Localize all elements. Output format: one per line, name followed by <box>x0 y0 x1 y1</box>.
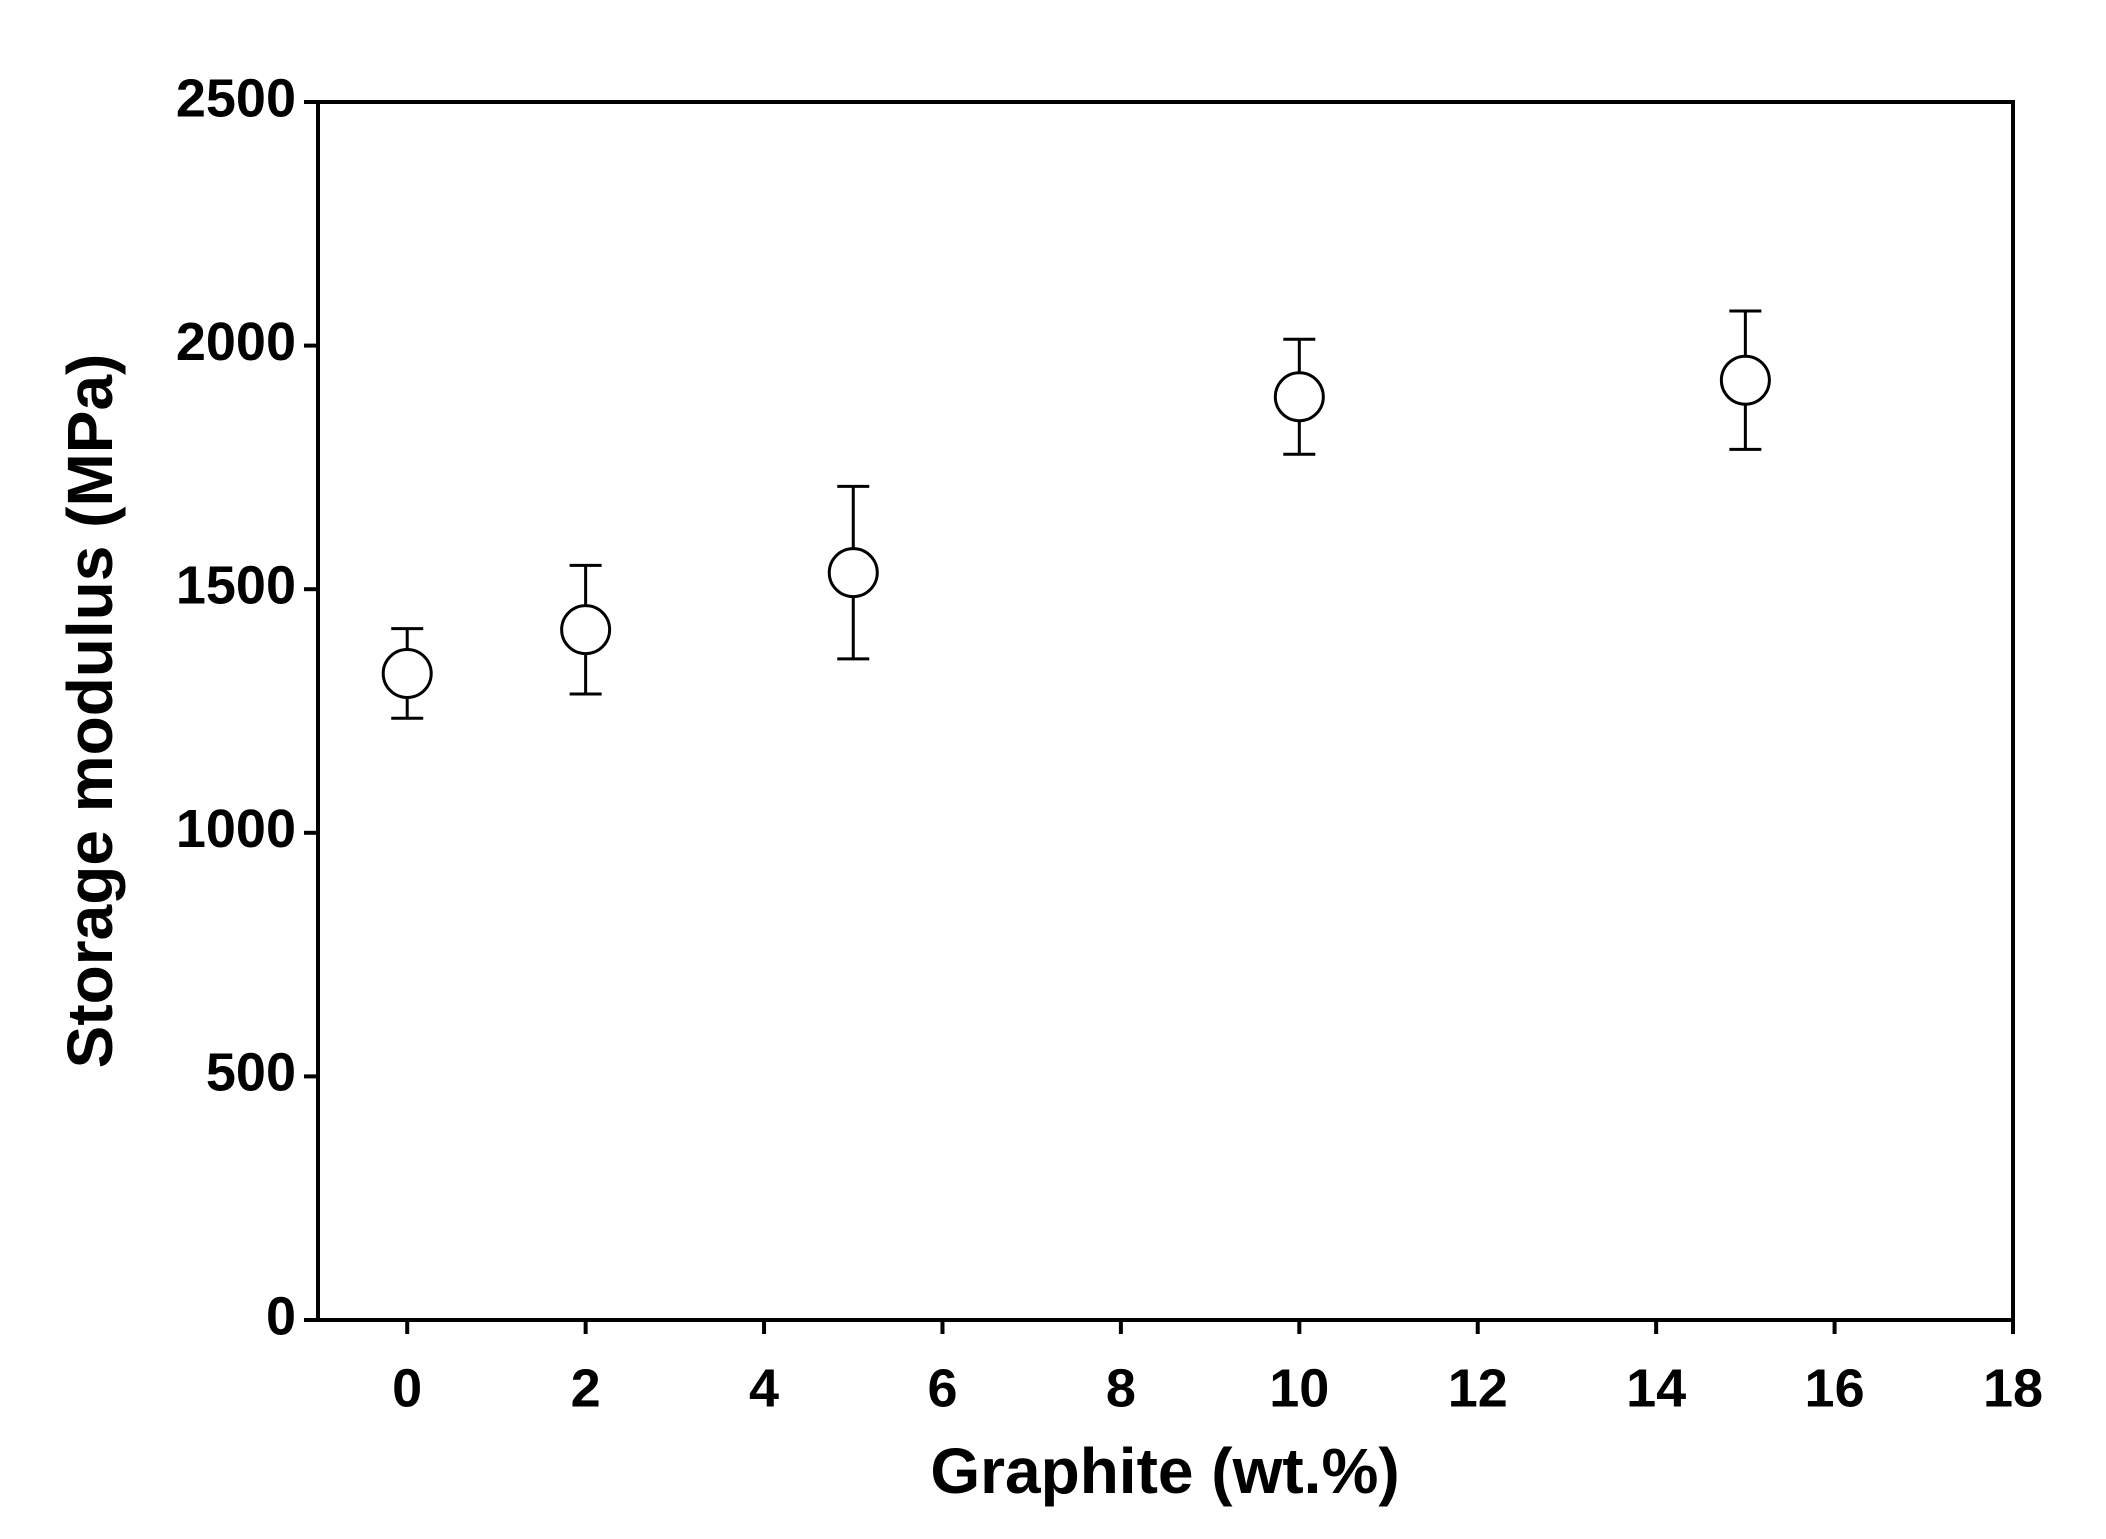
y-tick-label: 500 <box>206 1043 296 1103</box>
x-axis-label: Graphite (wt.%) <box>930 1435 1399 1507</box>
x-tick-label: 12 <box>1448 1358 1508 1418</box>
y-tick-label: 0 <box>266 1286 296 1346</box>
x-tick-label: 6 <box>927 1358 957 1418</box>
y-tick-label: 1000 <box>176 799 296 859</box>
plot-frame <box>316 100 2015 1322</box>
x-tick-label: 0 <box>392 1358 422 1418</box>
marker <box>381 647 433 699</box>
x-tick-label: 16 <box>1805 1358 1865 1418</box>
x-tick-label: 4 <box>749 1358 779 1418</box>
marker <box>1719 354 1771 406</box>
x-tick-label: 2 <box>571 1358 601 1418</box>
x-tick-label: 8 <box>1106 1358 1136 1418</box>
marker <box>560 604 612 656</box>
marker <box>1273 371 1325 423</box>
x-tick-label: 10 <box>1269 1358 1329 1418</box>
y-tick-label: 1500 <box>176 555 296 615</box>
y-tick-label: 2000 <box>176 312 296 372</box>
x-tick-label: 14 <box>1626 1358 1686 1418</box>
marker <box>827 547 879 599</box>
y-axis-label: Storage modulus (MPa) <box>54 354 126 1069</box>
x-tick-label: 18 <box>1983 1358 2043 1418</box>
y-tick-label: 2500 <box>176 68 296 128</box>
